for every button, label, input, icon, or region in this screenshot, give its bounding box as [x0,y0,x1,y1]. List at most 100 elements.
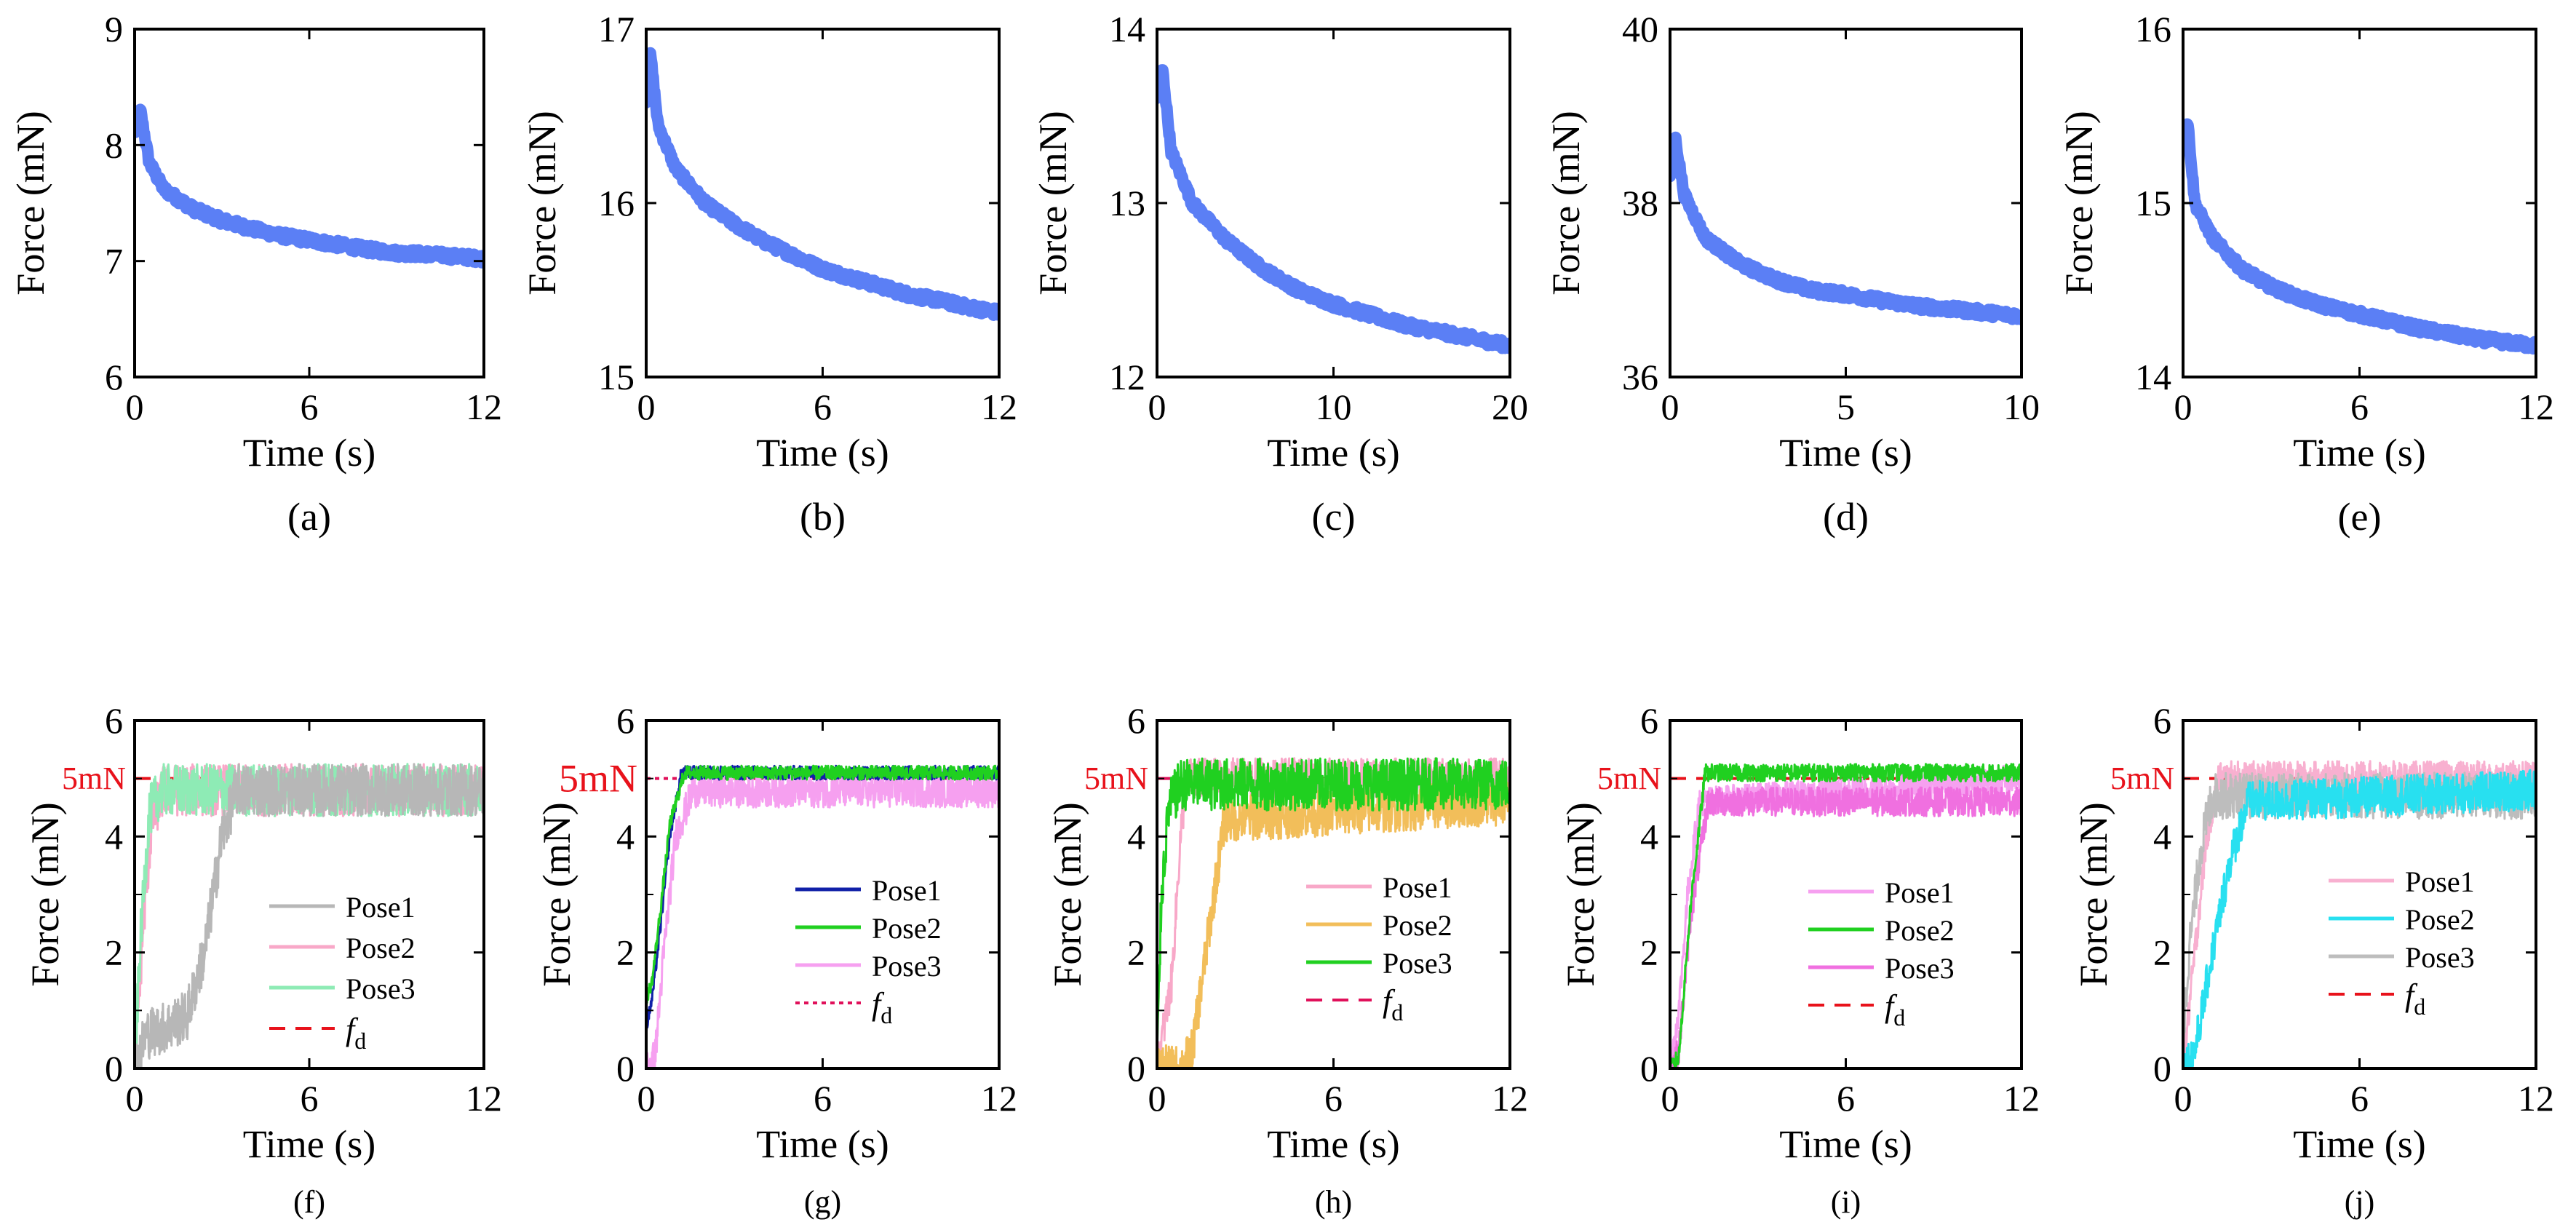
caption-b: (b) [800,495,846,539]
series-f-Pose1 [135,763,484,1068]
axes-frame-c [1156,28,1511,378]
legend-subscript: d [1893,1004,1905,1031]
xtick-label-a: 6 [301,386,319,427]
legend-label-Pose1: Pose1 [346,891,416,924]
ytick-label-i: 6 [1640,700,1658,741]
ylabel-j: Force (mN) [2072,802,2115,986]
ytick-label-d: 36 [1622,357,1658,397]
plot-area-h [1157,757,1510,1068]
xlabel-d: Time (s) [1779,431,1912,475]
chart-d: 0 5 10 36 38 40 Time (s) Force (mN) (d) [1544,9,2040,539]
series-c-force [1157,64,1510,354]
legend-label-Pose3: Pose3 [346,972,416,1005]
legend-label-Pose1: Pose1 [872,874,942,907]
xtick-label-g: 0 [637,1078,656,1119]
xlabel-f: Time (s) [243,1122,376,1166]
xtick-label-b: 0 [637,386,656,427]
legend-subscript: d [880,1002,892,1028]
legend-label-Pose2: Pose2 [2405,903,2475,936]
xtick-label-c: 20 [1492,386,1528,427]
xtick-label-h: 12 [1492,1078,1528,1119]
legend-label-fd: fd [872,986,892,1028]
series-b-force [646,47,999,321]
caption-e: (e) [2338,495,2382,539]
xtick-label-e: 6 [2350,386,2369,427]
axes-frame-d [1669,28,2023,378]
ytick-label-e: 15 [2135,183,2171,223]
legend-label-Pose3: Pose3 [872,950,942,983]
xtick-label-f: 0 [126,1078,144,1119]
ytick-label-d: 38 [1622,183,1658,223]
legend-label-fd: fd [1885,988,1905,1031]
xtick-label-f: 12 [466,1078,502,1119]
caption-a: (a) [287,495,331,539]
caption-f: (f) [293,1184,325,1220]
chart-b: 0 6 12 15 16 17 Time (s) Force (mN) (b) [520,9,1017,539]
xtick-label-h: 0 [1148,1078,1166,1119]
ytick-label-h: 6 [1127,700,1145,741]
xtick-label-d: 5 [1837,386,1855,427]
ylabel-f: Force (mN) [23,802,67,986]
plot-area-j [2183,760,2536,1068]
ref-label-h: 5mN [1084,761,1148,796]
plot-area-c [1157,64,1510,354]
xlabel-b: Time (s) [756,431,889,475]
xtick-label-i: 12 [2003,1078,2040,1119]
xtick-label-c: 0 [1148,386,1166,427]
xtick-label-c: 10 [1316,386,1352,427]
legend-subscript: d [1391,999,1403,1025]
ytick-label-j: 6 [2153,700,2171,741]
legend-label-Pose1: Pose1 [2405,865,2475,898]
legend-label-Pose1: Pose1 [1885,876,1955,909]
ytick-label-f: 2 [105,932,123,973]
ytick-label-c: 13 [1109,183,1145,223]
plot-area-e [2183,118,2536,355]
ytick-label-c: 14 [1109,9,1145,49]
series-d-force [1670,131,2022,325]
legend-label-fd: fd [1383,983,1403,1025]
ytick-label-e: 14 [2135,357,2171,397]
legend-label-fd: fd [2405,977,2425,1020]
ytick-label-g: 6 [616,700,635,741]
chart-e: 0 6 12 14 15 16 Time (s) Force (mN) (e) [2057,9,2554,539]
xtick-label-j: 12 [2518,1078,2554,1119]
ylabel-b: Force (mN) [520,111,564,295]
ytick-label-f: 6 [105,700,123,741]
ref-label-g: 5mN [559,756,637,800]
ylabel-g: Force (mN) [535,802,579,986]
legend-label-Pose2: Pose2 [1885,914,1955,947]
ytick-label-b: 15 [598,357,635,397]
ytick-label-c: 12 [1109,357,1145,397]
ylabel-c: Force (mN) [1031,111,1075,295]
ytick-label-g: 2 [616,932,635,973]
legend-label-Pose2: Pose2 [1383,909,1452,942]
ytick-label-b: 16 [598,183,635,223]
ytick-label-i: 2 [1640,932,1658,973]
ytick-label-h: 0 [1127,1048,1145,1089]
ref-label-i: 5mN [1597,761,1661,796]
series-h-Pose2 [1157,780,1510,1068]
xtick-label-e: 12 [2518,386,2554,427]
ytick-label-j: 4 [2153,816,2171,857]
xlabel-c: Time (s) [1267,431,1400,475]
ref-label-f: 5mN [62,761,126,796]
ytick-label-j: 0 [2153,1048,2171,1089]
plot-area-g [646,764,999,1068]
caption-j: (j) [2345,1184,2375,1220]
plot-area-b [646,47,999,321]
xtick-label-j: 6 [2350,1078,2369,1119]
axes-frame-e [2182,28,2537,378]
legend-subscript: d [2414,993,2425,1020]
caption-h: (h) [1315,1184,1352,1220]
xtick-label-b: 6 [814,386,832,427]
xtick-label-d: 0 [1661,386,1679,427]
ytick-label-a: 6 [105,357,123,397]
ylabel-e: Force (mN) [2057,111,2101,295]
series-g-Pose2 [646,764,999,1004]
